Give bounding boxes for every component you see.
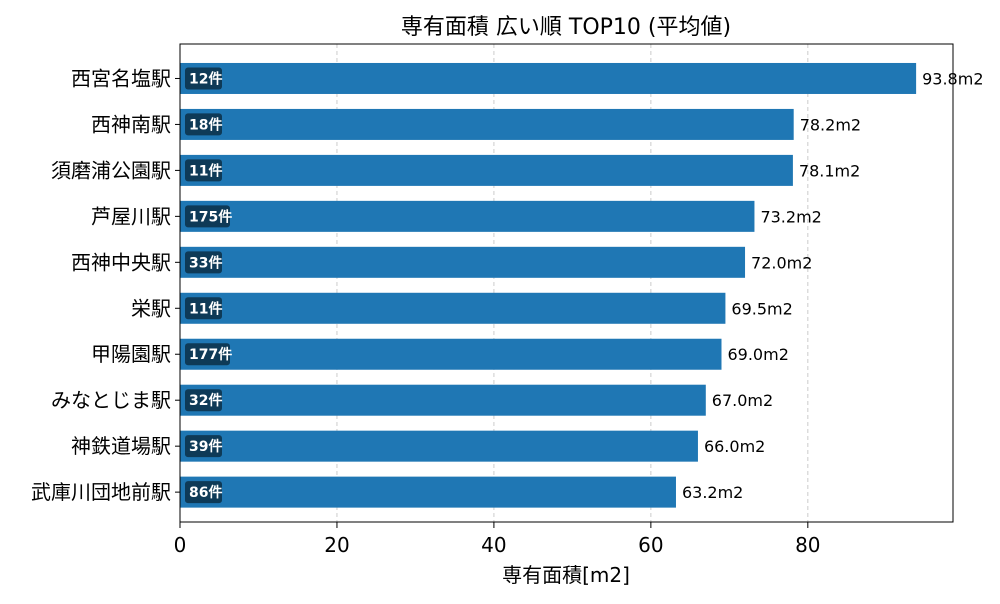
count-badge — [185, 159, 222, 182]
value-label: 63.2m2 — [682, 483, 743, 502]
value-label: 72.0m2 — [751, 253, 812, 272]
plot-frame — [179, 43, 954, 523]
count-badge — [185, 251, 222, 274]
count-label: 11件 — [189, 162, 222, 179]
count-label: 177件 — [189, 346, 232, 363]
value-label: 73.2m2 — [760, 207, 821, 226]
count-label: 86件 — [189, 484, 222, 501]
count-badges: 12件 18件 11件 175件 33件 11件 177件 32件 39件 86件 — [185, 67, 232, 504]
count-badge — [185, 481, 222, 504]
x-tick-label: 80 — [795, 533, 820, 557]
bar — [180, 476, 676, 508]
count-badge — [185, 389, 222, 412]
x-tick-label: 0 — [174, 533, 187, 557]
value-label: 78.2m2 — [800, 115, 861, 134]
bar — [180, 200, 755, 232]
bar — [180, 62, 917, 94]
count-badge — [185, 435, 222, 458]
count-badge — [185, 343, 230, 366]
category-label: 西神南駅 — [91, 112, 171, 136]
bar — [180, 108, 794, 140]
category-label: 須磨浦公園駅 — [51, 158, 171, 182]
x-axis-label: 専有面積[m2] — [502, 563, 630, 587]
bar — [180, 338, 722, 370]
category-label: みなとじま駅 — [51, 388, 171, 412]
count-label: 12件 — [189, 70, 222, 87]
x-tick-label: 40 — [481, 533, 506, 557]
count-label: 175件 — [189, 208, 232, 225]
chart-title: 専有面積 広い順 TOP10 (平均値) — [401, 15, 731, 40]
x-axis: 0 20 40 60 80 — [174, 522, 821, 557]
category-label: 西宮名塩駅 — [71, 66, 171, 90]
bar — [180, 246, 746, 278]
count-badge — [185, 67, 222, 90]
value-label: 67.0m2 — [712, 391, 773, 410]
count-label: 11件 — [189, 300, 222, 317]
category-label: 神鉄道場駅 — [71, 434, 171, 458]
value-label: 78.1m2 — [799, 161, 860, 180]
category-label: 芦屋川駅 — [91, 204, 171, 228]
bar — [180, 292, 726, 324]
count-label: 33件 — [189, 254, 222, 271]
count-badge — [185, 113, 222, 136]
count-badge — [185, 297, 222, 320]
value-label: 69.0m2 — [727, 345, 788, 364]
x-tick-label: 60 — [638, 533, 663, 557]
category-label: 甲陽園駅 — [91, 342, 171, 366]
x-tick-label: 20 — [324, 533, 349, 557]
category-label: 武庫川団地前駅 — [31, 480, 171, 504]
bar — [180, 384, 706, 416]
bar — [180, 154, 793, 186]
value-label: 66.0m2 — [704, 437, 765, 456]
category-label: 栄駅 — [131, 296, 171, 320]
count-label: 39件 — [189, 438, 222, 455]
bars — [180, 62, 917, 508]
category-label: 西神中央駅 — [71, 250, 171, 274]
value-label: 69.5m2 — [731, 299, 792, 318]
bar — [180, 430, 698, 462]
count-label: 18件 — [189, 116, 222, 133]
count-label: 32件 — [189, 392, 222, 409]
count-badge — [185, 205, 230, 228]
